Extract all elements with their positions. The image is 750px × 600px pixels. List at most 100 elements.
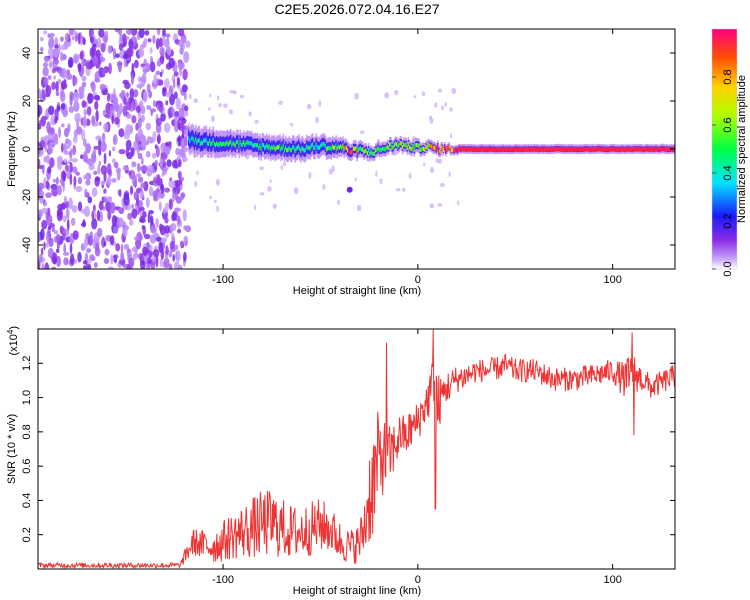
signal-core-cell [321, 142, 323, 147]
noise-speck [178, 134, 181, 147]
noise-speck [118, 149, 126, 155]
signal-core-cell [378, 148, 381, 153]
signal-core-cell [280, 147, 282, 152]
signal-core-cell [238, 143, 240, 149]
noise-speck [139, 215, 145, 223]
faint-speck [228, 109, 233, 115]
signal-core-cell [233, 141, 236, 147]
signal-core-cell [370, 150, 372, 155]
noise-speck [49, 32, 55, 38]
noise-speck [123, 195, 130, 206]
signal-core-cell [361, 147, 363, 152]
signal-core-cell [625, 147, 627, 152]
signal-core-cell [347, 148, 349, 153]
signal-core-cell [573, 146, 576, 152]
noise-speck [69, 173, 73, 186]
signal-core-cell [448, 144, 451, 149]
faint-speck [441, 152, 443, 157]
noise-speck [125, 29, 133, 35]
signal-core-cell [649, 146, 652, 151]
signal-core-cell [511, 147, 514, 152]
noise-speck [53, 47, 59, 59]
noise-speck [137, 117, 142, 130]
noise-speck [46, 232, 49, 243]
noise-speck [165, 33, 171, 38]
noise-speck [63, 242, 66, 254]
noise-speck [51, 68, 56, 74]
faint-speck [360, 130, 365, 135]
signal-core-cell [318, 145, 321, 150]
faint-speck [209, 93, 212, 98]
signal-core-cell [477, 147, 480, 152]
noise-speck [77, 176, 82, 185]
noise-speck [115, 243, 121, 252]
spectrogram-xlabel: Height of straight line (km) [293, 285, 421, 297]
faint-speck [196, 170, 199, 176]
signal-core-cell [560, 147, 563, 152]
signal-core-cell [419, 147, 421, 152]
noise-speck [171, 159, 179, 169]
noise-speck [47, 37, 54, 50]
signal-core-cell [508, 147, 510, 152]
noise-speck [71, 205, 78, 213]
faint-speck [278, 100, 283, 106]
signal-core-cell [253, 143, 256, 148]
signal-core-cell [200, 140, 203, 145]
noise-speck [149, 234, 156, 244]
signal-core-cell [465, 147, 467, 152]
signal-core-cell [351, 149, 354, 154]
signal-core-cell [621, 146, 624, 151]
noise-speck [156, 133, 161, 145]
signal-core-cell [509, 146, 511, 152]
signal-core-cell [427, 142, 430, 147]
noise-speck [98, 147, 102, 156]
signal-core-cell [595, 146, 598, 151]
signal-core-cell [264, 145, 266, 150]
signal-core-cell [334, 145, 336, 151]
noise-speck [42, 90, 46, 100]
noise-speck [100, 180, 106, 186]
faint-speck [457, 200, 460, 206]
signal-core-cell [394, 141, 397, 146]
noise-speck [103, 122, 109, 133]
noise-speck [146, 168, 153, 177]
noise-speck [138, 144, 141, 152]
signal-core-cell [380, 148, 383, 153]
noise-speck [140, 182, 146, 189]
x-tick-label: 0 [415, 274, 421, 286]
signal-core-cell [262, 143, 265, 148]
faint-speck [248, 111, 252, 117]
noise-speck [160, 183, 165, 194]
signal-core-cell [435, 147, 438, 152]
noise-speck [149, 61, 156, 73]
noise-speck [61, 182, 65, 187]
signal-core-cell [317, 145, 320, 150]
noise-speck [115, 53, 120, 58]
noise-speck [122, 166, 130, 171]
noise-speck [48, 237, 54, 248]
signal-core-cell [295, 146, 298, 151]
signal-core-cell [581, 146, 584, 152]
colorbar-gradient [712, 29, 737, 269]
signal-core-cell [549, 147, 551, 152]
noise-speck [112, 96, 119, 106]
signal-core-cell [597, 146, 599, 151]
spectrogram-panel: -100 0 100 -40 -20 0 20 40 Height of straight l… [6, 28, 676, 297]
noise-speck [66, 219, 70, 231]
noise-speck [155, 217, 159, 229]
signal-core-cell [252, 143, 254, 148]
noise-speck [93, 95, 100, 100]
noise-speck [111, 158, 116, 164]
signal-core-cell [302, 147, 305, 152]
faint-speck [429, 203, 435, 209]
y-tick-label: 0 [21, 146, 33, 152]
faint-speck [438, 88, 442, 93]
signal-core-cell [216, 141, 218, 146]
faint-speck [259, 166, 264, 171]
signal-core-cell [473, 146, 475, 152]
signal-core-cell [212, 137, 215, 143]
noise-speck [109, 202, 116, 214]
signal-core-cell [391, 145, 393, 150]
noise-speck [122, 226, 128, 237]
